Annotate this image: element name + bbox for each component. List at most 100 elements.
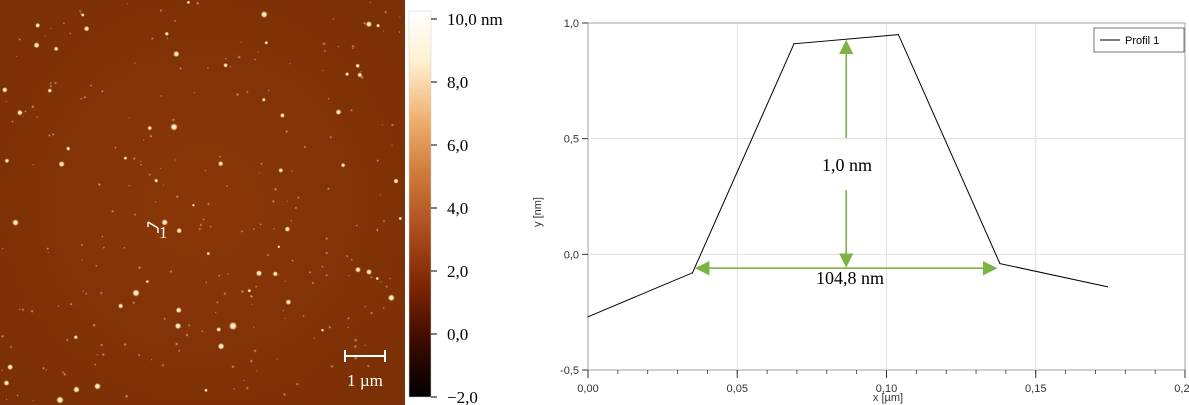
afm-particle bbox=[23, 109, 27, 113]
afm-particle bbox=[288, 62, 291, 65]
afm-particle bbox=[206, 202, 211, 206]
afm-particle bbox=[49, 27, 52, 30]
afm-particle bbox=[214, 311, 217, 314]
afm-particle bbox=[44, 35, 47, 37]
afm-particle bbox=[249, 359, 254, 364]
colorbar-ticks: 10,0 nm 8,0 6,0 4,0 2,0 0,0 −2,0 bbox=[431, 10, 503, 405]
afm-particle bbox=[16, 393, 19, 397]
afm-particle bbox=[123, 342, 128, 347]
afm-particle bbox=[198, 227, 202, 231]
afm-particle bbox=[240, 41, 242, 43]
afm-particle bbox=[285, 299, 292, 306]
afm-particle bbox=[217, 160, 224, 167]
series-point bbox=[999, 262, 1001, 265]
afm-particle bbox=[177, 349, 181, 353]
afm-particle bbox=[273, 187, 278, 192]
afm-particle bbox=[323, 49, 327, 53]
afm-particle bbox=[387, 294, 395, 302]
afm-particle bbox=[32, 163, 35, 166]
afm-particle bbox=[379, 193, 382, 196]
afm-particle bbox=[237, 55, 242, 60]
afm-particle bbox=[215, 300, 219, 304]
afm-particle bbox=[290, 219, 293, 222]
afm-particle bbox=[393, 178, 399, 184]
afm-particle bbox=[354, 266, 362, 273]
afm-particle bbox=[253, 348, 257, 353]
afm-particle bbox=[360, 70, 363, 73]
afm-particle bbox=[92, 323, 97, 328]
afm-particle bbox=[32, 399, 35, 402]
afm-particle bbox=[101, 235, 104, 238]
afm-particle bbox=[9, 345, 13, 349]
afm-particle bbox=[163, 317, 167, 321]
afm-particle bbox=[33, 42, 40, 49]
afm-particle bbox=[375, 228, 379, 232]
width-annotation: 104,8 nm bbox=[816, 268, 884, 288]
afm-particle bbox=[276, 358, 278, 361]
afm-particle bbox=[364, 344, 367, 347]
afm-particle bbox=[286, 200, 289, 203]
y-tick-label: 0,0 bbox=[564, 249, 579, 261]
afm-particle bbox=[347, 274, 350, 277]
afm-particle bbox=[363, 305, 367, 308]
afm-particle bbox=[253, 58, 257, 62]
afm-particle bbox=[170, 123, 178, 131]
afm-particle bbox=[351, 44, 355, 49]
afm-particle bbox=[249, 294, 254, 299]
afm-particle bbox=[282, 309, 285, 312]
afm-particle bbox=[284, 280, 287, 283]
afm-particle bbox=[139, 160, 142, 163]
afm-particle bbox=[325, 273, 329, 277]
afm-particle bbox=[30, 309, 34, 314]
afm-particle bbox=[224, 57, 227, 60]
afm-particle bbox=[83, 25, 90, 32]
afm-particle bbox=[72, 386, 80, 394]
afm-particle bbox=[327, 97, 331, 101]
afm-particle bbox=[147, 125, 153, 131]
afm-particle bbox=[247, 288, 252, 293]
afm-particles bbox=[0, 0, 403, 404]
series-point bbox=[587, 316, 589, 318]
afm-particle bbox=[284, 129, 289, 134]
y-tick-label: 1,0 bbox=[564, 18, 579, 30]
afm-particle bbox=[149, 134, 153, 139]
profile-chart: -0,5 0,0 0,5 1,0 0,00 0,05 0,10 0,15 0,20 y [nm… bbox=[532, 18, 1189, 404]
afm-particle bbox=[252, 326, 255, 329]
afm-particle bbox=[366, 364, 370, 368]
series-line-profil-1 bbox=[587, 34, 1108, 318]
afm-particle bbox=[65, 338, 69, 342]
afm-particle bbox=[345, 254, 349, 258]
afm-particle bbox=[102, 246, 106, 250]
afm-particle bbox=[320, 265, 324, 269]
afm-particle bbox=[5, 398, 8, 401]
afm-particle bbox=[186, 0, 191, 5]
afm-particle bbox=[160, 94, 163, 98]
afm-particle bbox=[272, 271, 279, 277]
afm-particle bbox=[320, 328, 325, 332]
afm-particle bbox=[335, 109, 342, 116]
afm-particle bbox=[202, 218, 206, 221]
afm-particle bbox=[46, 246, 50, 251]
afm-particle bbox=[245, 90, 249, 94]
afm-particle bbox=[57, 304, 60, 308]
afm-particle bbox=[228, 321, 238, 331]
afm-particle bbox=[110, 209, 115, 214]
afm-particle bbox=[172, 50, 180, 58]
afm-particle bbox=[216, 326, 222, 333]
x-axis: 0,00 0,05 0,10 0,15 0,20 bbox=[577, 370, 1189, 395]
afm-particle bbox=[243, 379, 245, 382]
afm-particle bbox=[329, 135, 333, 139]
afm-particle bbox=[1, 86, 8, 93]
afm-particle bbox=[15, 55, 18, 58]
afm-particle bbox=[47, 133, 51, 137]
afm-particle bbox=[1, 247, 4, 250]
afm-particle bbox=[101, 352, 106, 357]
afm-particle bbox=[240, 289, 245, 294]
afm-particle bbox=[30, 104, 35, 109]
afm-particle bbox=[225, 184, 229, 188]
afm-particle bbox=[355, 63, 361, 69]
afm-particle bbox=[284, 226, 291, 233]
afm-particle bbox=[332, 17, 335, 21]
height-annotation: 1,0 nm bbox=[822, 155, 872, 175]
afm-particle bbox=[145, 279, 150, 284]
